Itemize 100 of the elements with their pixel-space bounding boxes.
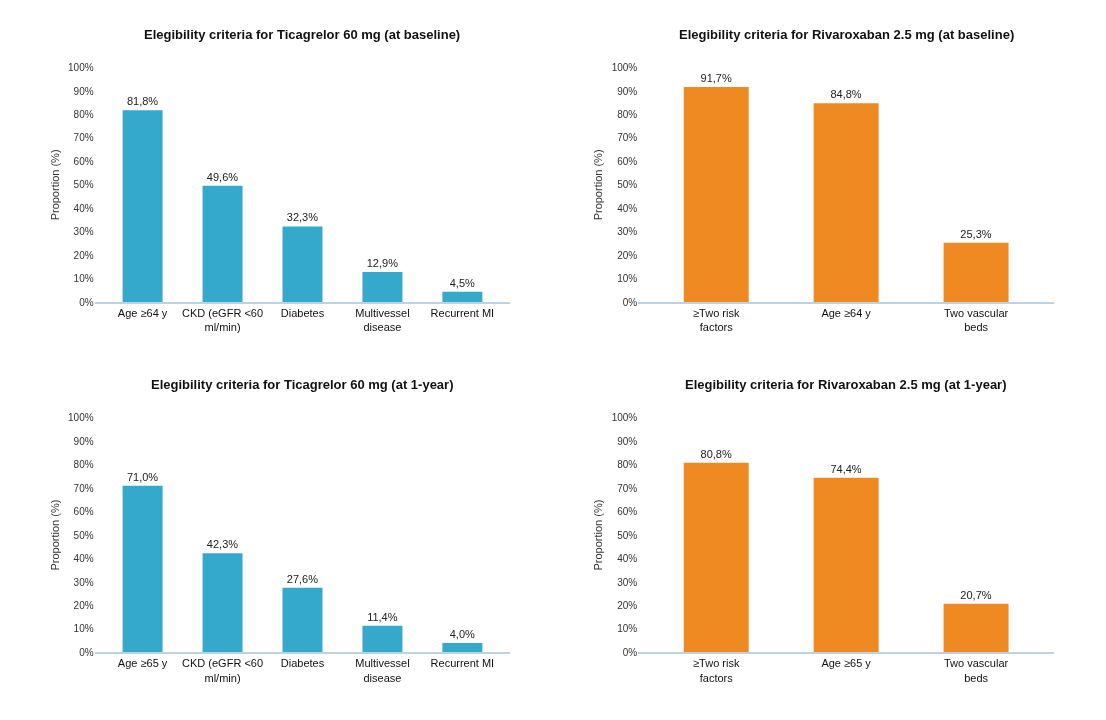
y-tick-label: 0%: [79, 296, 94, 308]
y-tick-label: 90%: [617, 435, 638, 447]
data-label: 32,3%: [286, 211, 319, 224]
data-label: 81,8%: [126, 95, 159, 108]
y-tick-label: 30%: [73, 226, 94, 238]
bar: [282, 587, 323, 653]
y-tick-label: 20%: [73, 599, 94, 611]
y-tick-label: 90%: [617, 85, 638, 97]
x-tick-label: Recurrent MI: [430, 307, 495, 320]
x-tick-label: Multivessel disease: [355, 657, 410, 684]
y-tick-label: 0%: [622, 296, 638, 308]
data-label: 11,4%: [367, 610, 398, 623]
data-label: 25,3%: [960, 227, 992, 240]
bar: [683, 462, 749, 653]
x-tick-label: Age ≥65 y: [821, 657, 872, 670]
y-tick-label: 90%: [73, 435, 94, 447]
y-tick-label: 60%: [617, 155, 638, 167]
y-tick-label: 10%: [617, 623, 638, 635]
y-tick-label: 30%: [73, 576, 94, 588]
chart-title: Elegibility criteria for Ticagrelor 60 mg (at baseline): [144, 27, 461, 42]
x-tick-label: Diabetes: [280, 657, 325, 670]
y-tick-label: 0%: [622, 646, 638, 658]
bar: [122, 485, 163, 653]
data-label: 80,8%: [700, 447, 732, 460]
y-tick-label: 70%: [73, 482, 94, 494]
y-tick-label: 100%: [611, 62, 638, 74]
bar: [202, 185, 243, 303]
y-tick-label: 40%: [73, 553, 94, 565]
y-tick-label: 20%: [73, 249, 94, 261]
data-label: 84,8%: [830, 88, 862, 101]
bar: [813, 477, 879, 653]
y-tick-label: 90%: [73, 85, 94, 97]
data-label: 27,6%: [286, 572, 319, 585]
x-tick-label: Age ≥65 y: [117, 657, 168, 670]
x-tick-label: Multivessel disease: [355, 307, 410, 334]
x-tick-label: ≥Two risk factors: [693, 307, 740, 334]
y-tick-label: 40%: [73, 202, 94, 214]
bar: [442, 643, 483, 653]
y-tick-label: 100%: [68, 412, 94, 424]
y-tick-label: 70%: [617, 132, 638, 144]
x-tick-label: Recurrent MI: [430, 657, 495, 670]
y-tick-label: 60%: [617, 506, 638, 518]
y-tick-label: 10%: [617, 273, 638, 285]
y-axis-title: Proportion (%): [592, 149, 605, 221]
data-label: 71,0%: [126, 470, 159, 483]
y-tick-label: 10%: [73, 273, 94, 285]
bar: [122, 110, 163, 303]
bar: [943, 603, 1009, 653]
bar: [202, 553, 243, 653]
y-tick-label: 60%: [73, 155, 94, 167]
y-tick-label: 70%: [617, 482, 638, 494]
y-tick-label: 20%: [617, 599, 638, 611]
y-axis-title: Proportion (%): [48, 149, 61, 221]
x-tick-label: CKD (eGFR <60 ml/min): [182, 657, 264, 684]
bar: [362, 625, 403, 653]
data-label: 49,6%: [206, 170, 239, 183]
x-tick-label: CKD (eGFR <60 ml/min): [182, 307, 264, 334]
y-tick-label: 50%: [73, 179, 94, 191]
y-axis-title: Proportion (%): [592, 499, 605, 571]
y-tick-label: 0%: [79, 646, 94, 658]
y-tick-label: 30%: [617, 576, 638, 588]
x-tick-label: Age ≥64 y: [821, 307, 872, 320]
chart-title: Elegibility criteria for Rivaroxaban 2.5 mg (at 1-year): [685, 377, 1007, 392]
y-tick-label: 80%: [73, 109, 94, 121]
y-tick-label: 30%: [617, 226, 638, 238]
data-label: 20,7%: [960, 588, 992, 601]
chart-title: Elegibility criteria for Ticagrelor 60 mg (at 1-year): [151, 377, 454, 392]
y-tick-label: 50%: [617, 179, 638, 191]
y-axis-title: Proportion (%): [48, 499, 61, 571]
x-tick-label: ≥Two risk factors: [693, 657, 740, 684]
bar: [442, 291, 483, 303]
bar: [813, 103, 879, 303]
bar: [683, 87, 749, 303]
y-tick-label: 100%: [68, 62, 94, 74]
y-tick-label: 40%: [617, 202, 638, 214]
bar: [362, 271, 403, 303]
data-label: 91,7%: [700, 72, 732, 85]
y-tick-label: 20%: [617, 249, 638, 261]
bar: [282, 226, 323, 303]
y-tick-label: 50%: [73, 529, 94, 541]
y-tick-label: 10%: [73, 623, 94, 635]
y-tick-label: 40%: [617, 553, 638, 565]
y-tick-label: 80%: [617, 109, 638, 121]
data-label: 4,5%: [449, 276, 476, 289]
bar: [943, 242, 1009, 303]
x-tick-label: Two vascular beds: [943, 657, 1009, 684]
x-tick-label: Diabetes: [280, 307, 325, 320]
y-tick-label: 70%: [73, 132, 94, 144]
x-tick-label: Age ≥64 y: [117, 307, 168, 320]
x-tick-label: Two vascular beds: [943, 307, 1009, 334]
data-label: 4,0%: [449, 628, 476, 641]
y-tick-label: 80%: [617, 459, 638, 471]
y-tick-label: 100%: [611, 412, 638, 424]
y-tick-label: 50%: [617, 529, 638, 541]
y-tick-label: 60%: [73, 506, 94, 518]
data-label: 42,3%: [206, 538, 239, 551]
data-label: 74,4%: [830, 462, 862, 475]
chart-title: Elegibility criteria for Rivaroxaban 2.5 mg (at baseline): [679, 27, 1015, 42]
y-tick-label: 80%: [73, 459, 94, 471]
data-label: 12,9%: [366, 256, 399, 269]
